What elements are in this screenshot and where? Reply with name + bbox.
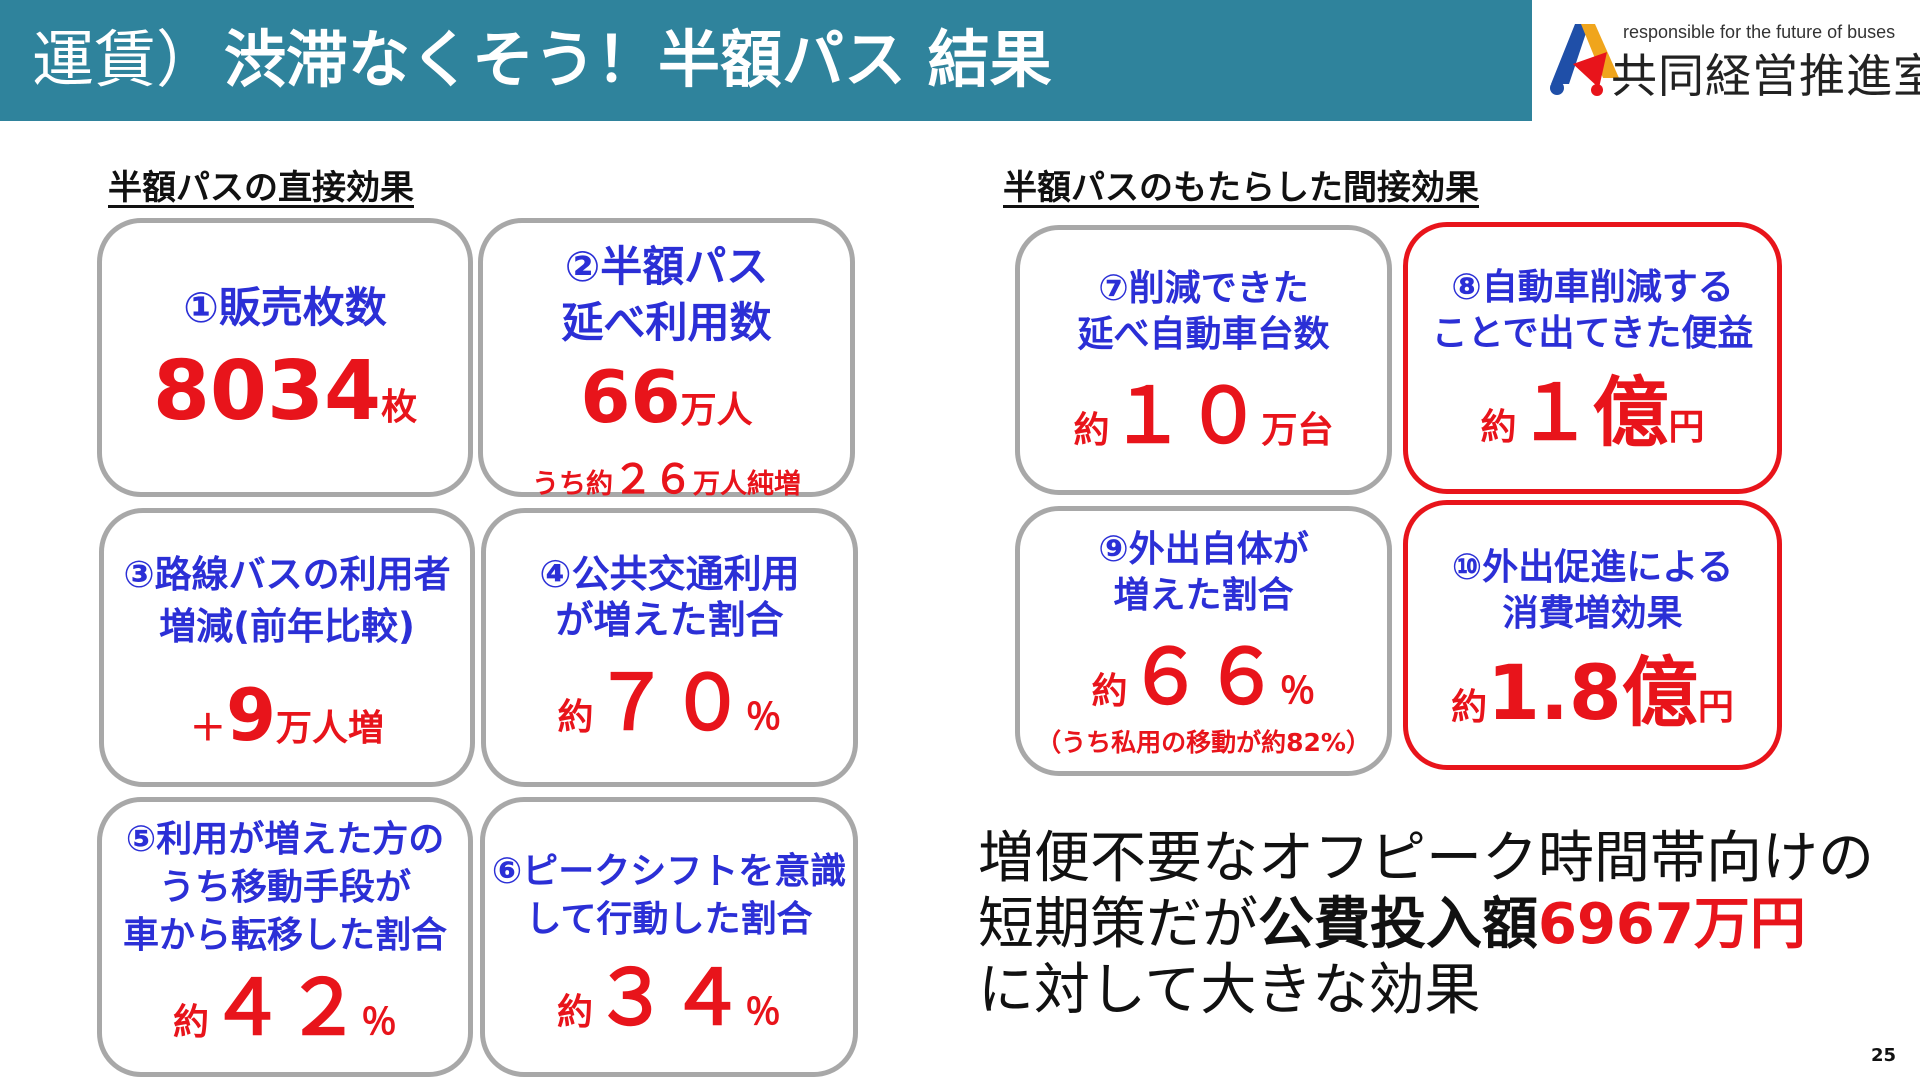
card-value: 約７０％ — [486, 665, 853, 741]
value-prefix: 約 — [1480, 407, 1517, 448]
note-suffix: 万人純増 — [693, 469, 801, 500]
value-number: 8034 — [152, 344, 382, 439]
summary-line-2-a: 短期策だが — [978, 892, 1258, 957]
value-unit: ％ — [1279, 671, 1316, 712]
page-title: 運賃）渋滞なくそう！半額パス 結果 — [32, 18, 1052, 102]
card-modal-shift: ⑤利用が増えた方の うち移動手段が 車から転移した割合 約４２％ — [97, 797, 473, 1077]
card-value: 約３４％ — [485, 960, 853, 1036]
value-unit: ％ — [745, 697, 782, 738]
card-peak-shift: ⑥ピークシフトを意識 して行動した割合 約３４％ — [480, 797, 858, 1077]
card-public-transit-increase: ④公共交通利用 が増えた割合 約７０％ — [481, 508, 858, 787]
page-number: 25 — [1870, 1045, 1896, 1066]
title-prefix: 運賃） — [32, 23, 219, 96]
card-outings-increase: ⑨外出自体が 増えた割合 約６６％ （うち私用の移動が約82%） — [1015, 506, 1392, 776]
card-consumption-effect: ⑩外出促進による 消費増効果 約1.8億円 — [1403, 500, 1782, 770]
value-unit: 万人増 — [276, 708, 385, 749]
value-number: ３４ — [593, 953, 745, 1042]
summary-line-2: 短期策だが公費投入額6967万円 — [978, 892, 1878, 958]
value-prefix: 約 — [172, 1002, 209, 1043]
card-label: ④公共交通利用 が増えた割合 — [539, 552, 800, 642]
card-value: 66万人 — [483, 361, 850, 433]
card-value: 約1.8億円 — [1408, 655, 1777, 731]
summary-public-cost-value: 6967万円 — [1538, 892, 1806, 957]
summary-line-3: に対して大きな効果 — [978, 958, 1481, 1023]
value-number: １億 — [1516, 368, 1669, 457]
card-total-usage: ②半額パス 延べ利用数 66万人 うち約２６万人純増 — [478, 218, 855, 503]
value-unit: 万人 — [680, 390, 753, 431]
card-value: 8034枚 — [102, 351, 468, 433]
organization-logo: responsible for the future of buses 共同経営… — [1545, 12, 1920, 108]
value-prefix: 約 — [1091, 671, 1128, 712]
card-value: 約４２％ — [102, 970, 468, 1046]
value-unit: 枚 — [381, 387, 418, 428]
value-prefix: 約 — [556, 992, 593, 1033]
value-number: ６６ — [1127, 632, 1280, 721]
value-number: 9 — [225, 673, 277, 757]
value-prefix: 約 — [1451, 687, 1488, 728]
logo-name: 共同経営推進室 — [1611, 49, 1920, 103]
value-unit: 万台 — [1261, 410, 1334, 451]
header-bar — [0, 0, 1532, 121]
value-unit: ％ — [745, 992, 782, 1033]
value-prefix: 約 — [1073, 410, 1110, 451]
indirect-effects-heading: 半額パスのもたらした間接効果 — [1003, 168, 1479, 208]
logo-tagline: responsible for the future of buses — [1623, 22, 1896, 42]
card-bus-users-change: ③路線バスの利用者 増減(前年比較) ＋9万人増 — [99, 508, 475, 787]
card-label: ⑨外出自体が 増えた割合 — [1098, 529, 1309, 616]
card-note: （うち私用の移動が約82%） — [1036, 728, 1371, 757]
value-number: １０ — [1109, 371, 1262, 460]
card-note: うち約２６万人純増 — [483, 447, 850, 505]
logo-mark-icon — [1550, 24, 1619, 96]
summary-public-cost-label: 公費投入額 — [1258, 892, 1538, 957]
card-label: ①販売枚数 — [183, 283, 387, 332]
value-unit: ％ — [361, 1002, 398, 1043]
value-unit: 円 — [1697, 687, 1734, 728]
summary-line-1: 増便不要なオフピーク時間帯向けの — [978, 826, 1874, 891]
card-value: 約６６％ — [1020, 639, 1387, 715]
direct-effects-heading: 半額パスの直接効果 — [108, 168, 414, 208]
card-label: ②半額パス 延べ利用数 — [561, 242, 772, 347]
card-label: ⑩外出促進による 消費増効果 — [1451, 547, 1734, 634]
card-label: ⑧自動車削減する ことで出てきた便益 — [1431, 267, 1754, 354]
value-number: 1.8億 — [1487, 648, 1698, 737]
value-sign: ＋ — [189, 708, 226, 749]
value-number: ７０ — [593, 658, 746, 747]
note-prefix: うち約 — [532, 469, 613, 500]
card-car-reduction: ⑦削減できた 延べ自動車台数 約１０万台 — [1015, 225, 1392, 495]
card-label: ⑦削減できた 延べ自動車台数 — [1077, 268, 1330, 355]
value-number: ４２ — [209, 963, 361, 1052]
note-value: ２６ — [613, 457, 693, 503]
card-label: ③路線バスの利用者 増減(前年比較) — [123, 553, 451, 648]
card-label: ⑥ピークシフトを意識 して行動した割合 — [491, 851, 847, 940]
summary-text: 増便不要なオフピーク時間帯向けの 短期策だが公費投入額6967万円 に対して大き… — [978, 826, 1878, 1024]
card-sales-count: ①販売枚数 8034枚 — [97, 218, 473, 497]
value-number: 66 — [580, 355, 681, 439]
title-main: 渋滞なくそう！半額パス 結果 — [224, 23, 1052, 96]
card-value: ＋9万人増 — [104, 679, 470, 751]
card-value: 約１億円 — [1408, 375, 1777, 451]
value-prefix: 約 — [557, 697, 594, 738]
card-value: 約１０万台 — [1020, 378, 1387, 454]
card-car-reduction-benefit: ⑧自動車削減する ことで出てきた便益 約１億円 — [1403, 222, 1782, 494]
card-label: ⑤利用が増えた方の うち移動手段が 車から転移した割合 — [122, 819, 447, 956]
value-unit: 円 — [1668, 407, 1705, 448]
